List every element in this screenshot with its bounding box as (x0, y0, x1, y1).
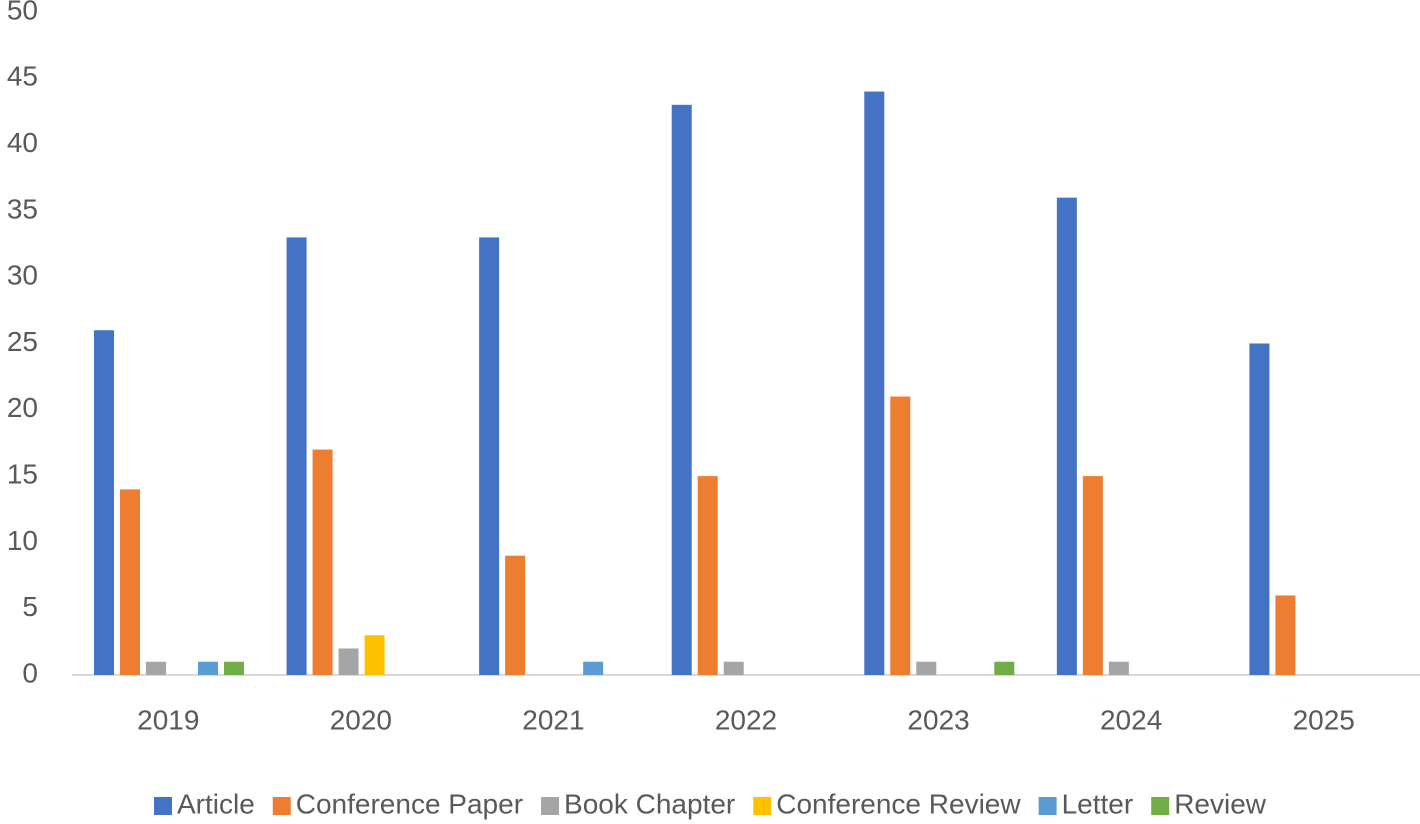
x-tick-label: 2021 (522, 704, 584, 735)
legend-label: Conference Review (776, 788, 1021, 819)
y-tick-label: 5 (22, 591, 38, 622)
x-tick-label: 2022 (715, 704, 777, 735)
bar (479, 237, 500, 676)
legend-swatch (272, 797, 291, 815)
bar (1108, 661, 1129, 675)
bar (697, 476, 718, 675)
bar (994, 661, 1015, 675)
legend-swatch (153, 797, 172, 815)
bar (583, 661, 604, 675)
bar (671, 104, 692, 675)
y-tick-label: 0 (22, 657, 38, 688)
y-tick-label: 40 (7, 127, 38, 158)
bar (94, 330, 114, 675)
legend-label: Letter (1062, 788, 1134, 819)
bar (198, 661, 218, 675)
bar (1082, 476, 1103, 675)
bar (1275, 595, 1296, 675)
bar (146, 661, 166, 675)
bar (338, 648, 359, 675)
y-tick-label: 35 (7, 193, 38, 224)
y-tick-label: 25 (7, 326, 38, 357)
y-tick-label: 50 (7, 0, 38, 25)
legend-label: Article (177, 788, 255, 819)
bar (1249, 343, 1270, 675)
x-tick-label: 2024 (1100, 704, 1162, 735)
legend-swatch (1151, 797, 1170, 815)
x-tick-label: 2023 (907, 704, 969, 735)
y-tick-label: 30 (7, 260, 38, 291)
legend-label: Book Chapter (564, 788, 735, 819)
x-tick-label: 2025 (1293, 704, 1355, 735)
legend-swatch (1038, 797, 1057, 815)
legend-swatch (541, 797, 560, 815)
bar (224, 661, 244, 675)
y-tick-label: 20 (7, 392, 38, 423)
bar (286, 237, 307, 676)
y-tick-label: 45 (7, 61, 38, 92)
bar (364, 635, 385, 675)
legend-label: Conference Paper (296, 788, 523, 819)
legend-label: Review (1174, 788, 1267, 819)
y-tick-label: 10 (7, 525, 38, 556)
bar (890, 396, 911, 675)
x-tick-label: 2020 (330, 704, 392, 735)
bar (1056, 197, 1077, 675)
bar (120, 489, 140, 675)
bar (312, 449, 333, 675)
bar (916, 661, 937, 675)
legend-swatch (753, 797, 772, 815)
x-tick-label: 2019 (137, 704, 199, 735)
bar (723, 661, 744, 675)
y-tick-label: 15 (7, 458, 38, 489)
bar (864, 91, 885, 675)
bar (505, 555, 526, 675)
